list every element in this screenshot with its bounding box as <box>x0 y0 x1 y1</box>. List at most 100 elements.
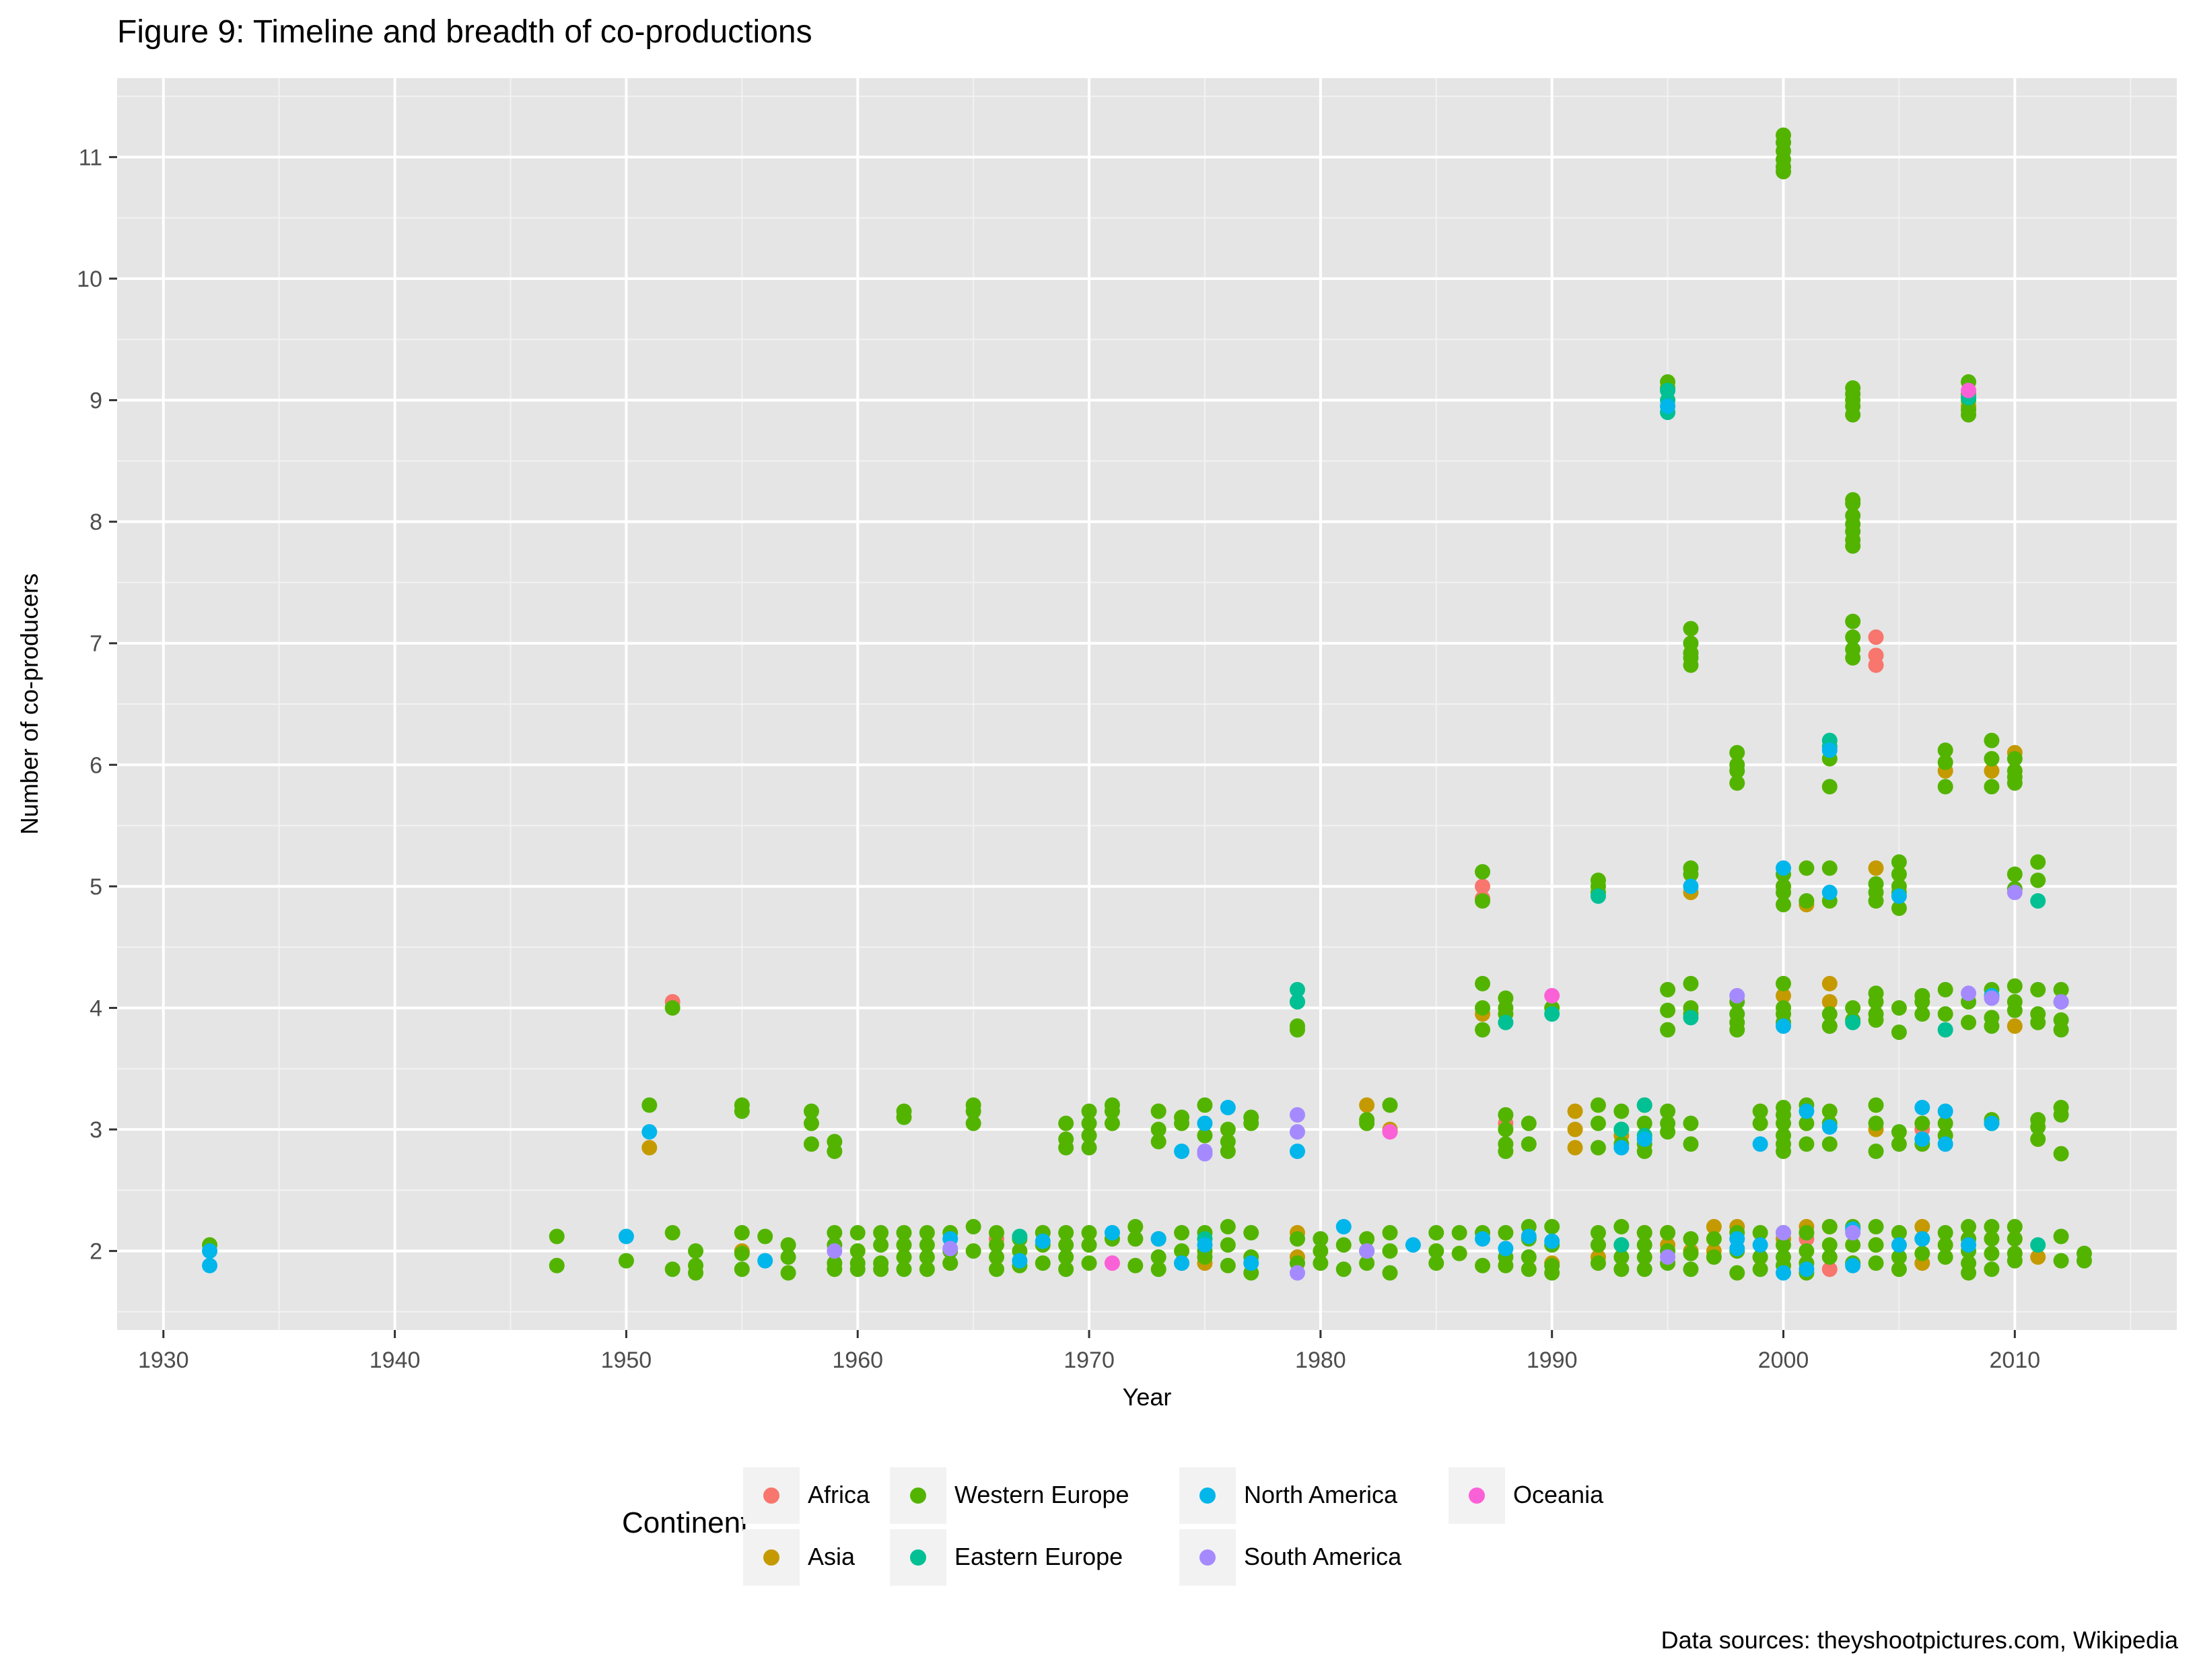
y-axis-label: Number of co-producers <box>15 573 43 835</box>
point-western-europe <box>1799 1225 1815 1241</box>
point-western-europe <box>618 1253 634 1269</box>
point-north-america <box>1776 860 1792 876</box>
point-western-europe <box>1821 1018 1838 1035</box>
point-north-america <box>757 1253 773 1269</box>
x-tick-label: 1980 <box>1295 1348 1346 1373</box>
point-western-europe <box>549 1228 565 1245</box>
point-western-europe <box>1752 1261 1768 1278</box>
point-western-europe <box>1451 1245 1467 1261</box>
point-north-america <box>1035 1233 1051 1249</box>
point-oceania <box>1544 987 1560 1004</box>
x-tick-label: 1960 <box>832 1348 883 1373</box>
point-western-europe <box>549 1257 565 1273</box>
chart-title: Figure 9: Timeline and breadth of co-pro… <box>117 14 812 50</box>
point-north-america <box>1220 1100 1236 1116</box>
point-western-europe <box>849 1261 866 1278</box>
point-western-europe <box>942 1255 958 1271</box>
point-western-europe <box>1729 763 1745 779</box>
point-western-europe <box>1197 1097 1213 1113</box>
point-western-europe <box>1845 1237 1861 1253</box>
point-western-europe <box>1752 1103 1768 1119</box>
point-western-europe <box>1660 1124 1676 1140</box>
point-western-europe <box>1359 1255 1375 1271</box>
point-western-europe <box>1891 1225 1907 1241</box>
point-western-europe <box>1961 1014 1977 1030</box>
point-western-europe <box>1891 1000 1907 1016</box>
point-western-europe <box>1961 1219 1977 1235</box>
point-western-europe <box>1498 1144 1514 1160</box>
point-western-europe <box>873 1225 889 1241</box>
point-western-europe <box>734 1261 750 1278</box>
point-north-america <box>1174 1255 1190 1271</box>
point-north-america <box>1799 1103 1815 1119</box>
point-north-america <box>1937 1103 1953 1119</box>
point-north-america <box>1752 1136 1768 1152</box>
point-asia <box>1914 1219 1930 1235</box>
point-western-europe <box>1868 1115 1884 1131</box>
point-western-europe <box>1289 1231 1305 1247</box>
point-western-europe <box>803 1115 819 1131</box>
point-south-america <box>827 1243 843 1259</box>
point-western-europe <box>1081 1115 1097 1131</box>
point-eastern-europe <box>1683 1010 1699 1026</box>
point-north-america <box>1914 1131 1930 1147</box>
point-western-europe <box>989 1261 1005 1278</box>
point-north-america <box>1776 1265 1792 1281</box>
point-western-europe <box>1821 1136 1838 1152</box>
point-north-america <box>1729 1240 1745 1257</box>
point-western-europe <box>1821 1237 1838 1253</box>
legend-key <box>1179 1529 1236 1586</box>
point-oceania <box>1961 382 1977 398</box>
point-western-europe <box>1799 1115 1815 1131</box>
point-south-america <box>2007 884 2023 901</box>
point-western-europe <box>1821 860 1838 876</box>
point-western-europe <box>1660 1022 1676 1038</box>
point-western-europe <box>1752 1225 1768 1241</box>
point-north-america <box>641 1124 658 1140</box>
point-western-europe <box>896 1103 912 1119</box>
point-western-europe <box>1243 1225 1259 1241</box>
point-western-europe <box>1197 1127 1213 1144</box>
point-eastern-europe <box>2030 1237 2046 1253</box>
point-western-europe <box>1937 1249 1953 1265</box>
point-western-europe <box>1868 1012 1884 1028</box>
point-western-europe <box>1821 779 1838 795</box>
x-tick-label: 1940 <box>370 1348 421 1373</box>
point-western-europe <box>1799 860 1815 876</box>
point-western-europe <box>1821 1249 1838 1265</box>
point-western-europe <box>1475 1022 1491 1038</box>
point-western-europe <box>1590 1237 1606 1253</box>
x-tick-label: 1990 <box>1527 1348 1578 1373</box>
point-asia <box>1359 1097 1375 1113</box>
point-south-america <box>1359 1243 1375 1259</box>
point-western-europe <box>734 1103 750 1119</box>
point-western-europe <box>1104 1103 1120 1119</box>
legend-swatch <box>1199 1549 1216 1566</box>
point-asia <box>1984 763 2000 779</box>
point-south-america <box>1984 990 2000 1006</box>
point-north-america <box>1613 1140 1630 1156</box>
point-north-america <box>1405 1237 1421 1253</box>
y-tick-label: 3 <box>90 1117 102 1143</box>
point-western-europe <box>1660 1002 1676 1018</box>
point-western-europe <box>989 1249 1005 1265</box>
point-western-europe <box>1683 657 1699 673</box>
point-western-europe <box>1937 755 1953 771</box>
point-western-europe <box>2053 1253 2069 1269</box>
point-eastern-europe <box>1498 1014 1514 1030</box>
point-western-europe <box>1313 1231 1329 1247</box>
point-western-europe <box>1821 1006 1838 1022</box>
point-western-europe <box>827 1144 843 1160</box>
point-western-europe <box>1613 1103 1630 1119</box>
point-western-europe <box>1127 1257 1144 1273</box>
point-western-europe <box>1150 1133 1166 1150</box>
point-western-europe <box>1590 1255 1606 1271</box>
y-axis: 2 3 4 5 6 7 8 9 10 11 <box>77 145 117 1265</box>
point-western-europe <box>1289 1022 1305 1038</box>
point-western-europe <box>1706 1231 1722 1247</box>
point-north-america <box>1544 1233 1560 1249</box>
point-western-europe <box>1845 495 1861 512</box>
y-tick-label: 4 <box>90 995 102 1021</box>
point-western-europe <box>1636 1237 1652 1253</box>
point-western-europe <box>1891 900 1907 916</box>
